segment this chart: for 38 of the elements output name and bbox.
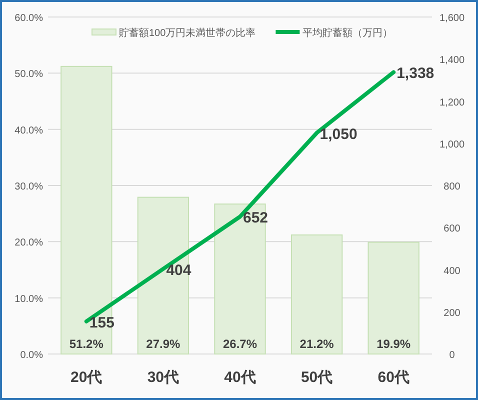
y-tick-label: 30.0%	[14, 182, 44, 192]
x-tick-label: 30代	[147, 369, 180, 386]
legend-label: 平均貯蓄額（万円）	[302, 27, 393, 39]
y2-tick-label: 800	[444, 182, 461, 192]
x-tick-label: 50代	[300, 369, 333, 386]
y2-tick-label: 1,400	[439, 55, 465, 66]
y-tick-label: 20.0%	[14, 238, 44, 249]
bar	[290, 234, 343, 354]
y2-tick-label: 200	[444, 308, 461, 319]
data-label: 19.9%	[376, 337, 411, 351]
x-tick-label: 60代	[378, 369, 410, 386]
x-tick-label: 40代	[224, 369, 256, 386]
data-label: 1,050	[320, 126, 358, 143]
y-tick-label: 60.0%	[14, 13, 44, 24]
y2-tick-label: 400	[444, 266, 461, 277]
bar	[137, 196, 190, 354]
data-label: 155	[89, 314, 114, 332]
legend-label: 貯蓄額100万円未満世帯の比率	[119, 27, 256, 39]
data-label: 26.7%	[222, 337, 258, 351]
data-label: 404	[166, 262, 192, 279]
y-tick-label: 50.0%	[14, 69, 44, 80]
bar	[214, 204, 266, 354]
y2-tick-label: 0	[449, 350, 456, 361]
data-label: 21.2%	[300, 337, 334, 351]
y2-tick-label: 1,600	[439, 13, 465, 24]
bar	[60, 66, 112, 354]
x-tick-label: 20代	[70, 369, 102, 386]
data-label: 27.9%	[146, 337, 181, 351]
y2-tick-label: 1,200	[439, 97, 465, 108]
y2-tick-label: 1,000	[439, 139, 465, 150]
y-tick-label: 40.0%	[14, 125, 44, 136]
y-tick-label: 10.0%	[14, 294, 44, 305]
data-label: 51.2%	[69, 337, 104, 351]
bar	[368, 242, 420, 354]
y-tick-label: 0.0%	[20, 350, 44, 361]
y2-tick-label: 600	[444, 224, 461, 235]
data-label: 1,338	[396, 65, 434, 82]
data-label: 652	[243, 210, 268, 227]
